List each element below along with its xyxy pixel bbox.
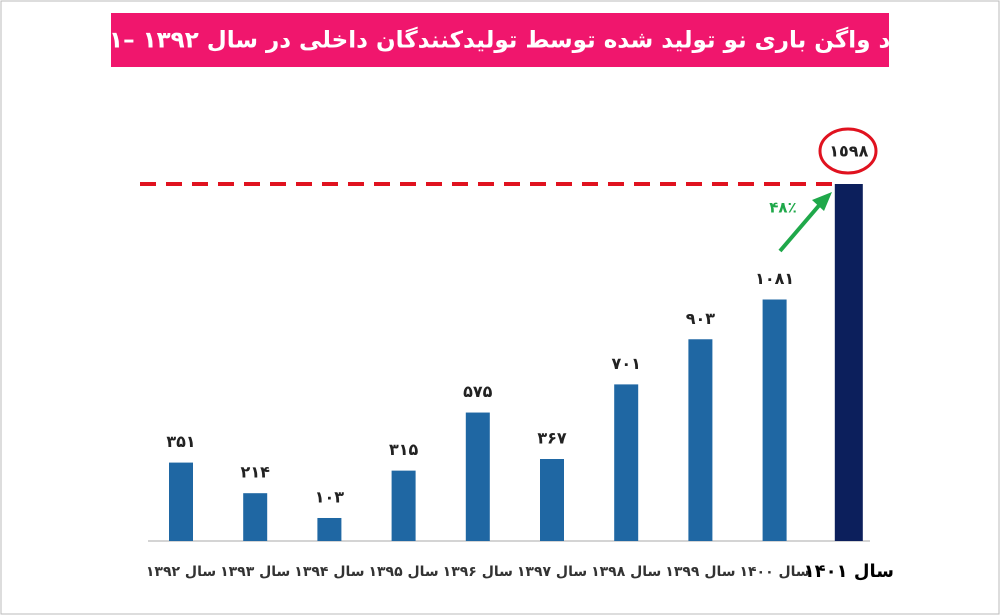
- x-tick-label: سال ۱۳۹۳: [220, 564, 290, 580]
- bar: [391, 470, 416, 541]
- x-tick-label: سال ۱۳۹۵: [368, 564, 438, 580]
- bar: [465, 412, 490, 541]
- value-label: ۵۷۵: [463, 382, 493, 401]
- value-label: ۳۶۷: [537, 429, 567, 448]
- annotation: ۴۸٪: [769, 199, 796, 217]
- bar: [169, 462, 193, 541]
- x-tick-label: سال ۱۳۹۹: [665, 564, 735, 580]
- title-box: [111, 13, 889, 67]
- value-label: ١٥٩٨: [829, 142, 868, 161]
- value-label: ۷۰۱: [612, 354, 641, 373]
- x-tick-label: سال ۱۳۹۲: [146, 564, 216, 580]
- bar: [614, 384, 639, 541]
- value-label: ۳۵۱: [166, 432, 195, 451]
- chart-title: تعداد واگن باری نو تولید شده توسط تولیدک…: [67, 27, 933, 54]
- value-label: ۱۰۳: [315, 487, 345, 506]
- x-tick-label: سال ۱۴۰۰: [739, 564, 809, 580]
- bar: [243, 493, 268, 541]
- x-tick-label: سال ۱۳۹۸: [591, 564, 661, 580]
- value-label: ۳۱۵: [389, 440, 419, 459]
- value-label: ۱۰۸۱: [755, 269, 794, 288]
- bar: [688, 339, 713, 541]
- x-tick-label: سال ۱۳۹۷: [517, 564, 587, 580]
- bar: [317, 517, 342, 541]
- bar: [762, 299, 787, 541]
- x-tick-label: سال ۱۳۹۴: [294, 564, 364, 580]
- x-tick-label: سال ۱۳۹۶: [443, 564, 513, 580]
- arrow-head: [812, 192, 832, 211]
- x-tick-label: سال ۱۴۰۱: [804, 561, 894, 582]
- value-label: ۹۰۳: [686, 309, 716, 328]
- bar: [540, 459, 564, 541]
- value-label: ۲۱۴: [241, 463, 271, 482]
- highlight-circle: [818, 127, 878, 175]
- arrow: [778, 200, 824, 253]
- bar: [834, 184, 863, 541]
